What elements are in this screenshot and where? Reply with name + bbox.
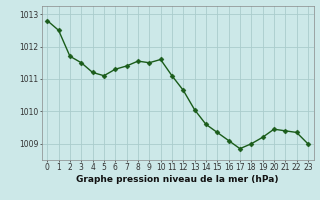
X-axis label: Graphe pression niveau de la mer (hPa): Graphe pression niveau de la mer (hPa)	[76, 175, 279, 184]
